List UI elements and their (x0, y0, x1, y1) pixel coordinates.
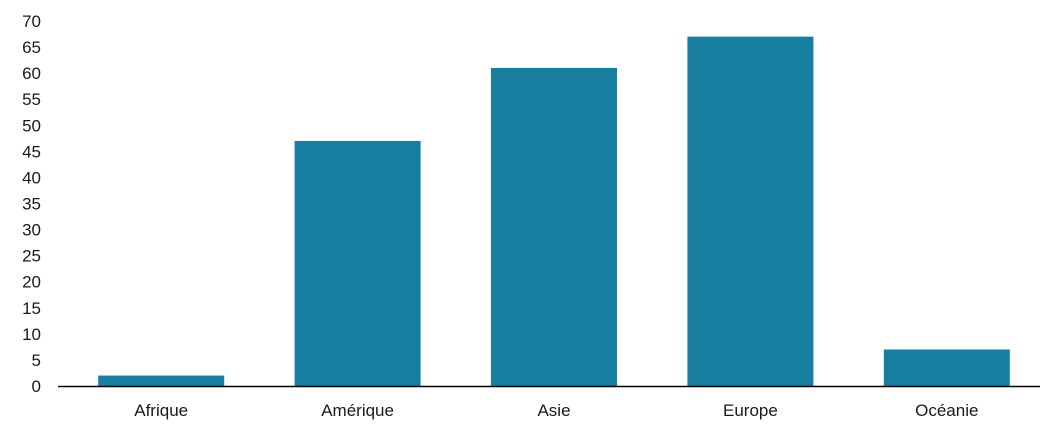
y-tick-label: 30 (22, 221, 41, 240)
y-tick-label: 35 (22, 195, 41, 214)
y-axis-ticks: 0 5 10 15 20 25 30 35 40 45 50 55 60 65 70 (22, 12, 41, 396)
y-tick-label: 45 (22, 142, 41, 161)
x-tick-label: Asie (537, 401, 570, 420)
bar-océanie (883, 349, 1010, 386)
y-tick-label: 50 (22, 116, 41, 135)
y-tick-label: 10 (22, 325, 41, 344)
y-tick-label: 25 (22, 247, 41, 266)
bars (98, 36, 1010, 387)
y-tick-label: 55 (22, 90, 41, 109)
bar-europe (687, 36, 814, 387)
bar-asie (491, 67, 617, 386)
y-tick-label: 70 (22, 12, 41, 31)
x-tick-label: Océanie (915, 401, 978, 420)
x-tick-label: Afrique (134, 401, 188, 420)
x-axis-labels: Afrique Amérique Asie Europe Océanie (134, 401, 978, 420)
y-tick-label: 65 (22, 38, 41, 57)
y-tick-label: 15 (22, 299, 41, 318)
x-tick-label: Europe (723, 401, 778, 420)
bar-amérique (294, 140, 421, 386)
y-tick-label: 5 (32, 351, 41, 370)
y-tick-label: 60 (22, 64, 41, 83)
x-tick-label: Amérique (321, 401, 394, 420)
bar-afrique (98, 375, 225, 386)
y-tick-label: 0 (32, 377, 41, 396)
y-tick-label: 20 (22, 273, 41, 292)
y-tick-label: 40 (22, 168, 41, 187)
